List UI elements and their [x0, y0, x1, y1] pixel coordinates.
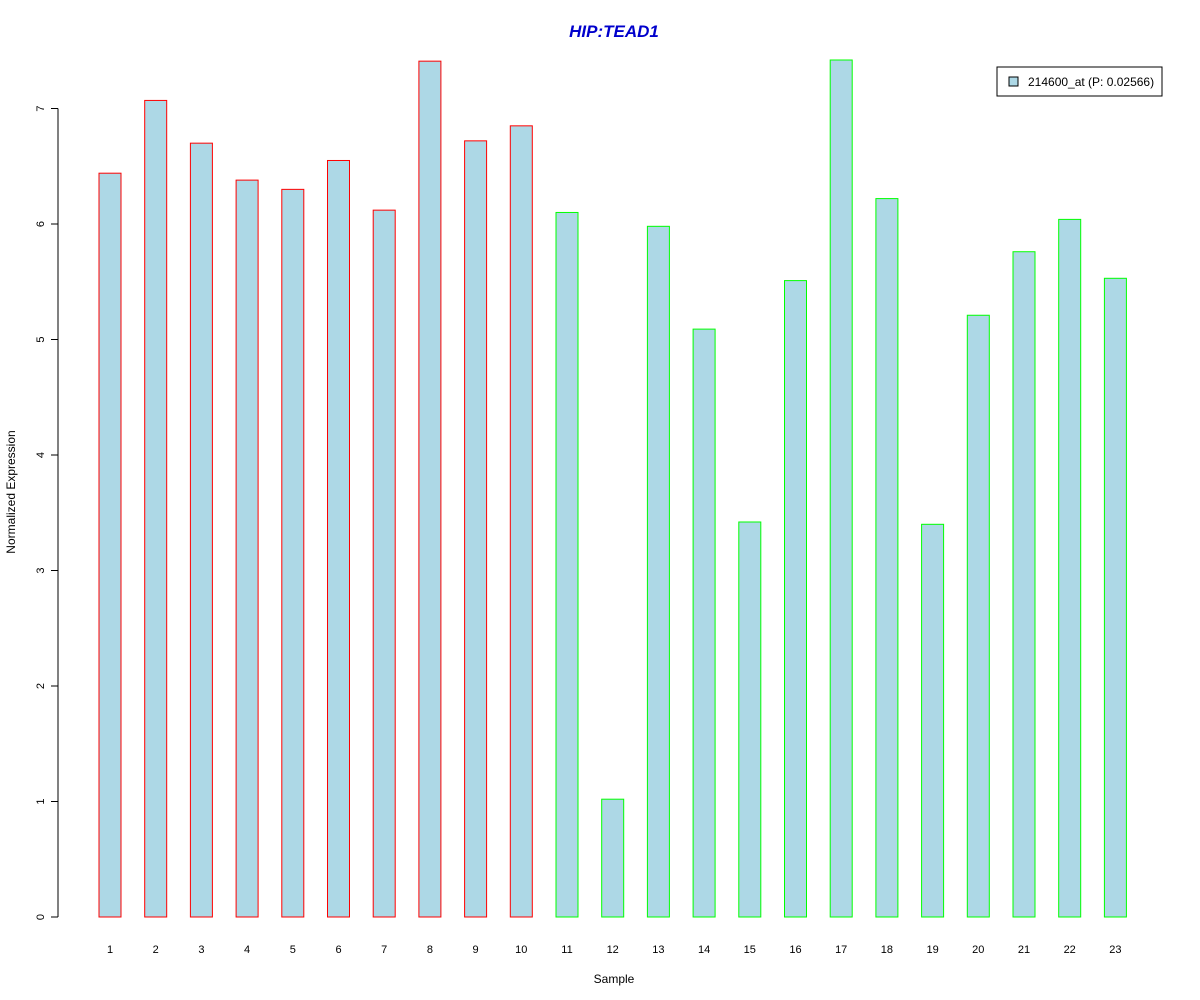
x-tick-label: 9 [473, 944, 479, 956]
x-tick-label: 22 [1064, 944, 1076, 956]
x-tick-label: 11 [561, 944, 572, 956]
y-axis: 0 1 2 3 4 5 6 7 [35, 105, 59, 920]
x-tick-label: 21 [1018, 944, 1030, 956]
bar-sample-7 [372, 209, 396, 918]
bar-sample-9 [464, 140, 488, 918]
legend-swatch [1008, 76, 1019, 87]
bar-sample-6 [327, 159, 350, 918]
bar-sample-10 [509, 125, 533, 918]
bar-sample-23 [1103, 277, 1127, 918]
bar-sample-16 [784, 280, 807, 918]
y-tick-label: 1 [35, 798, 47, 804]
y-tick-label: 6 [35, 221, 47, 227]
x-tick-label: 14 [698, 944, 710, 956]
y-tick-label: 3 [35, 567, 47, 573]
x-tick-label: 15 [744, 944, 756, 956]
x-tick-label: 16 [789, 944, 801, 956]
x-tick-label: 4 [244, 944, 250, 956]
x-axis-label: Sample [594, 972, 635, 986]
bar-sample-14 [692, 328, 716, 918]
bar-sample-21 [1012, 251, 1036, 918]
x-tick-label: 18 [881, 944, 893, 956]
bar-sample-5 [281, 188, 305, 918]
x-tick-label: 12 [607, 944, 619, 956]
bar-sample-19 [921, 523, 945, 918]
bar-sample-8 [418, 60, 442, 918]
x-tick-label: 3 [198, 944, 204, 956]
bar-sample-3 [189, 142, 213, 918]
x-tick-label: 17 [835, 944, 847, 956]
y-tick-label: 4 [35, 452, 47, 458]
bar-sample-22 [1058, 218, 1082, 918]
x-tick-label: 1 [107, 944, 113, 956]
y-tick-label: 2 [35, 683, 47, 689]
x-tick-label: 6 [335, 944, 341, 956]
chart-title: HIP:TEAD1 [569, 22, 659, 41]
x-tick-label: 2 [153, 944, 159, 956]
x-tick-label: 20 [972, 944, 984, 956]
x-tick-label: 10 [515, 944, 527, 956]
bar-sample-4 [235, 179, 259, 918]
bar-sample-15 [738, 521, 762, 918]
y-tick-label: 0 [35, 914, 47, 920]
legend-label: 214600_at (P: 0.02566) [1028, 75, 1154, 89]
bar-sample-11 [555, 211, 579, 918]
y-tick-label: 5 [35, 336, 47, 342]
bar-sample-18 [875, 198, 899, 918]
bar-sample-2 [144, 99, 168, 918]
bar-sample-20 [966, 314, 990, 918]
bars [98, 59, 1127, 918]
legend-box [996, 66, 1163, 97]
x-tick-label: 5 [290, 944, 296, 956]
x-tick-label: 23 [1109, 944, 1121, 956]
x-tick-label: 13 [652, 944, 664, 956]
bar-sample-12 [601, 798, 625, 918]
bar-sample-17 [829, 59, 853, 918]
legend: 214600_at (P: 0.02566) [996, 66, 1163, 97]
y-tick-label: 7 [35, 105, 47, 111]
y-axis-label: Normalized Expression [4, 430, 18, 553]
bar-sample-13 [646, 225, 670, 918]
x-tick-label: 7 [381, 944, 387, 956]
x-tick-labels: 1 2 3 4 5 6 7 8 9 10 11 12 13 14 15 16 17 18 19 20 21 22 23 [107, 944, 1122, 956]
bar-sample-1 [98, 172, 122, 918]
x-tick-label: 8 [427, 944, 433, 956]
x-tick-label: 19 [926, 944, 938, 956]
